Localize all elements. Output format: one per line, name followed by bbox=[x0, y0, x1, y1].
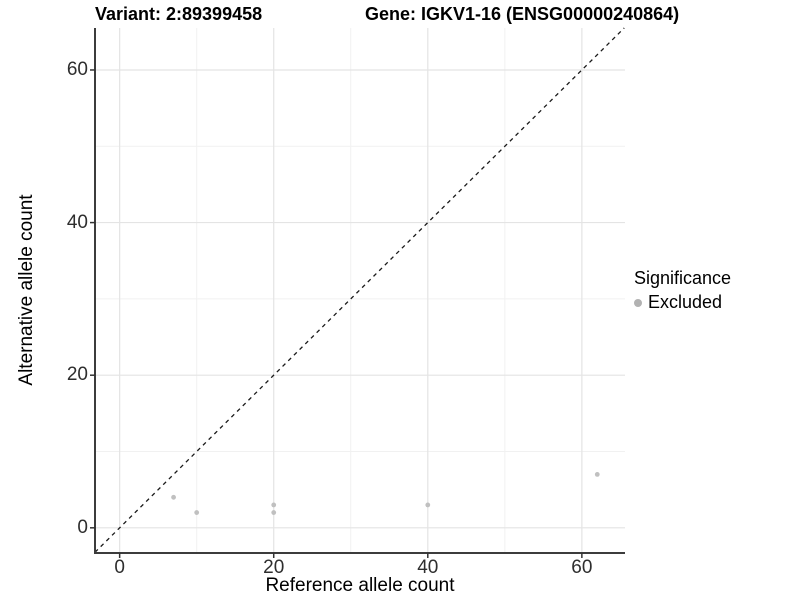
legend: Significance Excluded bbox=[634, 268, 731, 313]
variant-title: Variant: 2:89399458 bbox=[95, 4, 263, 24]
legend-item-excluded: Excluded bbox=[634, 292, 731, 313]
legend-item-label: Excluded bbox=[648, 292, 723, 312]
y-tick-label: 20 bbox=[66, 364, 88, 386]
x-axis-title: Reference allele count bbox=[265, 575, 455, 596]
excluded-point-icon bbox=[634, 298, 642, 307]
y-tick-label: 60 bbox=[66, 58, 88, 80]
gene-title: Gene: IGKV1-16 (ENSG00000240864) bbox=[365, 4, 680, 24]
x-tick-label: 40 bbox=[417, 557, 439, 578]
y-tick-label: 40 bbox=[66, 211, 88, 233]
y-tick-label: 0 bbox=[77, 516, 88, 538]
x-tick-label: 60 bbox=[571, 557, 593, 578]
x-tick-label: 20 bbox=[263, 557, 285, 578]
x-tick-label: 0 bbox=[114, 557, 125, 578]
y-axis-title: Alternative allele count bbox=[16, 194, 37, 386]
legend-title: Significance bbox=[634, 268, 732, 288]
